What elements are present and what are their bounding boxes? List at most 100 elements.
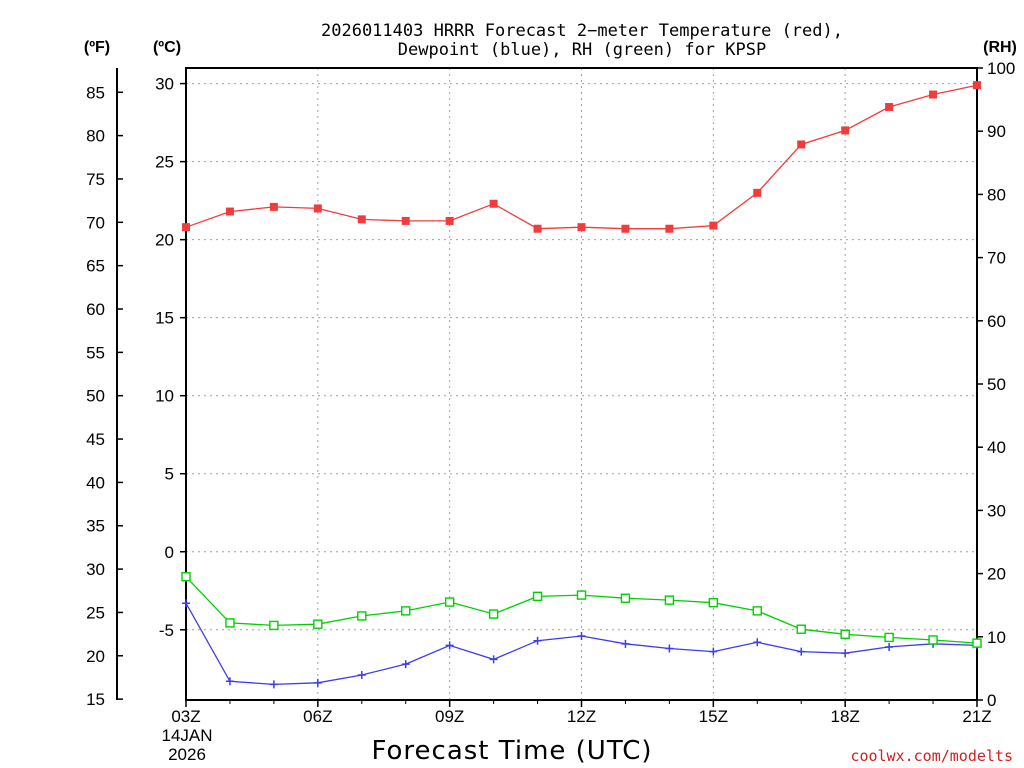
rh-tick-label: 10 [987, 628, 1006, 647]
fahrenheit-tick-label: 45 [86, 430, 105, 449]
dewpoint-point [621, 639, 630, 648]
temperature-point [709, 221, 718, 230]
dewpoint-point [182, 599, 190, 608]
rh-point [664, 595, 675, 605]
celsius-tick-label: 15 [155, 309, 174, 328]
x-tick-label: 06Z [303, 707, 332, 726]
fahrenheit-tick-label: 55 [86, 343, 105, 362]
rh-point [313, 619, 323, 629]
rh-tick-label: 0 [987, 691, 996, 710]
rh-point [488, 609, 499, 619]
temperature-point [885, 103, 894, 112]
x-tick-label: 21Z [962, 707, 991, 726]
x-tick-label: 18Z [831, 707, 860, 726]
grid-layer [186, 68, 977, 700]
fahrenheit-tick-label: 80 [86, 127, 105, 146]
temperature-point [665, 224, 674, 233]
rh-point [269, 620, 279, 631]
celsius-tick-label: 30 [155, 75, 174, 94]
dewpoint-point [489, 655, 498, 664]
temperature-point [313, 204, 322, 213]
dewpoint-point [753, 638, 762, 647]
dewpoint-point [841, 649, 850, 658]
temperature-point [489, 199, 498, 208]
temperature-point [225, 207, 234, 216]
chart-title-line1: 2026011403 HRRR Forecast 2−meter Tempera… [321, 21, 843, 41]
rh-point [620, 593, 631, 603]
rh-tick-label: 40 [987, 438, 1006, 457]
x-axis-title: Forecast Time (UTC) [371, 736, 652, 766]
dewpoint-point [533, 636, 542, 645]
rh-point [357, 611, 367, 621]
rh-point [928, 635, 938, 645]
celsius-tick-label: 20 [155, 231, 174, 250]
rh-point [401, 606, 411, 616]
temperature-point [357, 215, 366, 224]
rh-point [796, 624, 806, 634]
x-tick-label: 15Z [699, 707, 728, 726]
celsius-tick-label: 10 [155, 387, 174, 406]
rh-unit-label: (RH) [983, 39, 1017, 56]
temperature-point [753, 188, 762, 197]
rh-point [576, 590, 587, 600]
rh-tick-label: 100 [987, 59, 1015, 78]
rh-point [708, 597, 719, 608]
temperature-point [797, 140, 806, 149]
fahrenheit-tick-label: 65 [86, 257, 105, 276]
rh-point [752, 606, 762, 616]
fahrenheit-tick-label: 60 [86, 300, 105, 319]
rh-tick-label: 80 [987, 185, 1006, 204]
temperature-point [533, 224, 542, 233]
dewpoint-point [797, 647, 806, 656]
date-label-year: 2026 [168, 745, 206, 764]
rh-point [840, 629, 850, 639]
dewpoint-point [357, 671, 366, 680]
fahrenheit-tick-label: 30 [86, 560, 105, 579]
fahrenheit-tick-label: 50 [86, 387, 105, 406]
series-layer [181, 81, 982, 689]
rh-point [225, 618, 235, 628]
fahrenheit-tick-label: 85 [86, 83, 105, 102]
fahrenheit-tick-label: 20 [86, 647, 105, 666]
celsius-tick-label: 25 [155, 153, 174, 172]
rh-tick-label: 20 [987, 565, 1006, 584]
rh-point [884, 632, 894, 643]
dewpoint-point [885, 642, 894, 651]
dewpoint-point [313, 678, 322, 687]
dewpoint-point [225, 677, 234, 686]
fahrenheit-unit-label: (ºF) [84, 39, 110, 56]
temperature-point [577, 223, 586, 232]
rh-tick-label: 90 [987, 122, 1006, 141]
fahrenheit-tick-label: 25 [86, 603, 105, 622]
dewpoint-point [445, 641, 454, 650]
rh-point [181, 572, 191, 582]
fahrenheit-tick-label: 75 [86, 170, 105, 189]
plot-frame [185, 67, 978, 701]
fahrenheit-tick-label: 40 [86, 473, 105, 492]
dewpoint-point [665, 644, 674, 653]
chart-title-line2: Dewpoint (blue), RH (green) for KPSP [398, 40, 766, 60]
temperature-point [269, 202, 278, 211]
celsius-tick-label: 5 [165, 465, 174, 484]
rh-tick-label: 30 [987, 501, 1006, 520]
dewpoint-point [401, 660, 410, 669]
fahrenheit-tick-label: 70 [86, 213, 105, 232]
dewpoint-point [269, 680, 278, 689]
celsius-tick-label: -5 [159, 621, 174, 640]
temperature-point [841, 126, 850, 135]
fahrenheit-tick-label: 35 [86, 517, 105, 536]
rh-tick-label: 50 [987, 375, 1006, 394]
rh-point [532, 591, 543, 602]
temperature-point [973, 81, 981, 90]
axes-layer: -5 0 5 10 15 20 25 30 15 20 25 30 35 40 45 50 55 60 65 70 75… [86, 59, 1015, 726]
temperature-point [401, 216, 410, 225]
date-label-day: 14JAN [161, 726, 212, 745]
x-tick-label: 03Z [171, 707, 200, 726]
temperature-point [621, 224, 630, 233]
rh-point [444, 597, 455, 607]
fahrenheit-tick-label: 15 [86, 690, 105, 709]
rh-tick-label: 70 [987, 249, 1006, 268]
celsius-tick-label: 0 [165, 543, 174, 562]
temperature-point [929, 90, 938, 99]
